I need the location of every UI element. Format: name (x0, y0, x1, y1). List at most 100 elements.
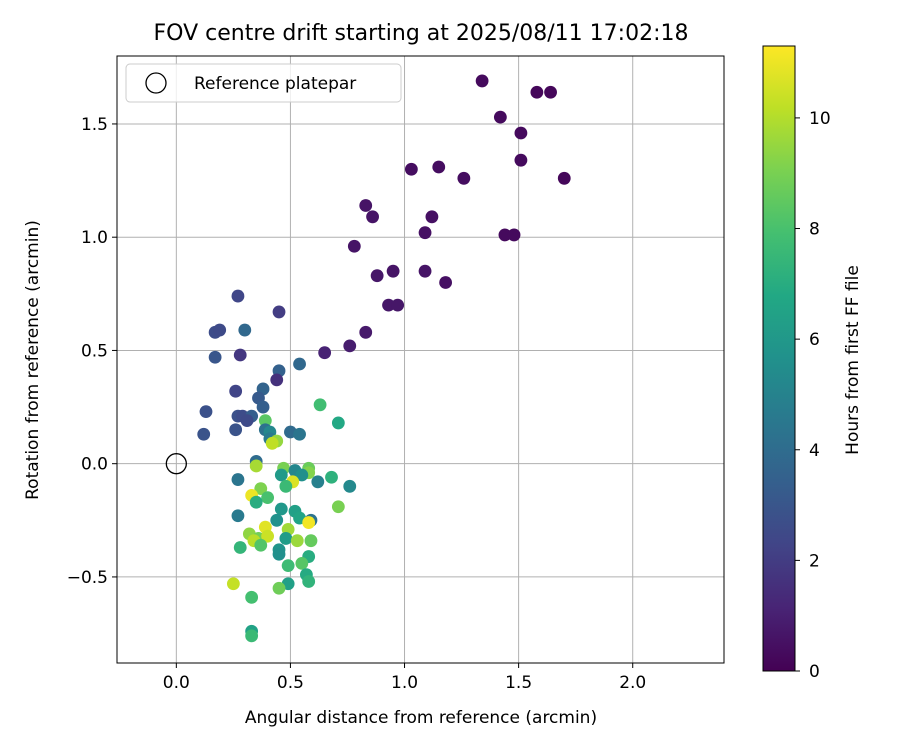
data-point (359, 325, 373, 339)
x-axis-ticks: 0.0 0.5 1.0 1.5 2.0 (163, 663, 646, 693)
data-point (404, 162, 418, 176)
data-point (249, 495, 263, 509)
y-tick-label: −0.5 (67, 568, 108, 588)
data-point (370, 269, 384, 283)
data-point (493, 110, 507, 124)
data-point (439, 276, 453, 289)
data-point (498, 228, 512, 242)
data-point (359, 199, 373, 212)
data-point (270, 373, 284, 387)
data-point (544, 85, 557, 99)
data-point (272, 547, 286, 561)
data-point (199, 405, 213, 418)
legend: Reference platepar (125, 63, 402, 103)
data-point (318, 346, 332, 360)
colorbar-tick-label: 8 (809, 220, 820, 240)
data-point (313, 398, 327, 412)
data-point (261, 491, 275, 505)
plot-area (116, 55, 725, 664)
y-tick-label: 1.5 (81, 115, 108, 135)
data-point (279, 479, 293, 493)
legend-box (125, 63, 402, 103)
y-tick-label: 0.5 (81, 341, 108, 361)
data-point (386, 264, 400, 278)
data-point (213, 323, 227, 337)
data-point (231, 509, 245, 523)
data-point (231, 289, 245, 303)
data-point (507, 228, 521, 242)
data-point (274, 468, 288, 482)
data-point (295, 556, 309, 570)
y-tick-label: 0.0 (81, 455, 108, 475)
data-point (274, 502, 288, 516)
data-point (290, 534, 304, 548)
y-axis-label: Rotation from reference (arcmin) (23, 220, 43, 500)
data-point (325, 470, 338, 484)
data-point (272, 305, 286, 319)
x-tick-label: 2.0 (619, 673, 646, 693)
data-point (331, 500, 345, 514)
data-point (514, 153, 528, 167)
data-point (425, 210, 439, 224)
data-point (238, 323, 252, 337)
data-point (557, 171, 571, 185)
data-point (514, 126, 528, 140)
data-point (457, 171, 471, 185)
colorbar: 0 2 4 6 8 10 Hours from first FF file (762, 45, 863, 682)
data-point (197, 427, 211, 441)
legend-entry: Reference platepar (194, 74, 356, 94)
data-point (382, 298, 395, 312)
data-point (254, 482, 268, 496)
data-point (272, 581, 286, 595)
plot-frame (116, 55, 725, 664)
data-point (347, 239, 361, 253)
chart-title: FOV centre drift starting at 2025/08/11 … (154, 21, 689, 46)
data-point (233, 348, 247, 362)
y-tick-label: 1.0 (81, 228, 108, 248)
colorbar-gradient (762, 45, 796, 672)
colorbar-tick-label: 4 (809, 441, 820, 461)
reference-point-marker (165, 453, 187, 475)
data-point (258, 414, 272, 428)
data-point (530, 85, 544, 99)
data-point (432, 160, 446, 174)
data-point (229, 423, 243, 437)
data-point (226, 577, 240, 591)
data-point (295, 468, 309, 482)
data-point (240, 414, 254, 428)
data-point (302, 516, 316, 529)
data-point (245, 629, 259, 643)
data-point (281, 559, 295, 573)
y-axis-ticks: −0.5 0.0 0.5 1.0 1.5 (67, 115, 117, 588)
scatter-points (197, 74, 571, 643)
data-point (293, 357, 306, 371)
data-point (475, 74, 489, 88)
colorbar-label: Hours from first FF file (843, 265, 863, 455)
x-tick-label: 0.5 (277, 673, 304, 693)
data-point (245, 590, 259, 604)
data-point (231, 473, 245, 486)
data-point (256, 400, 270, 414)
colorbar-tick-label: 2 (809, 551, 820, 571)
data-point (270, 513, 284, 527)
data-point (233, 541, 247, 554)
data-point (302, 575, 316, 588)
data-point (208, 350, 222, 364)
data-point (265, 436, 279, 450)
grid-lines (117, 56, 724, 663)
data-point (366, 210, 379, 224)
x-axis-label: Angular distance from reference (arcmin) (245, 708, 597, 728)
x-tick-label: 1.0 (391, 673, 418, 693)
data-point (279, 532, 293, 545)
legend-marker (145, 72, 167, 94)
data-point (418, 226, 432, 240)
data-point (229, 384, 243, 398)
x-tick-label: 0.0 (163, 673, 190, 693)
data-point (343, 479, 357, 493)
colorbar-tick-label: 0 (809, 662, 820, 682)
data-point (293, 427, 306, 441)
reference-layer (165, 453, 187, 475)
colorbar-tick-label: 10 (809, 109, 831, 129)
data-point (331, 416, 345, 430)
